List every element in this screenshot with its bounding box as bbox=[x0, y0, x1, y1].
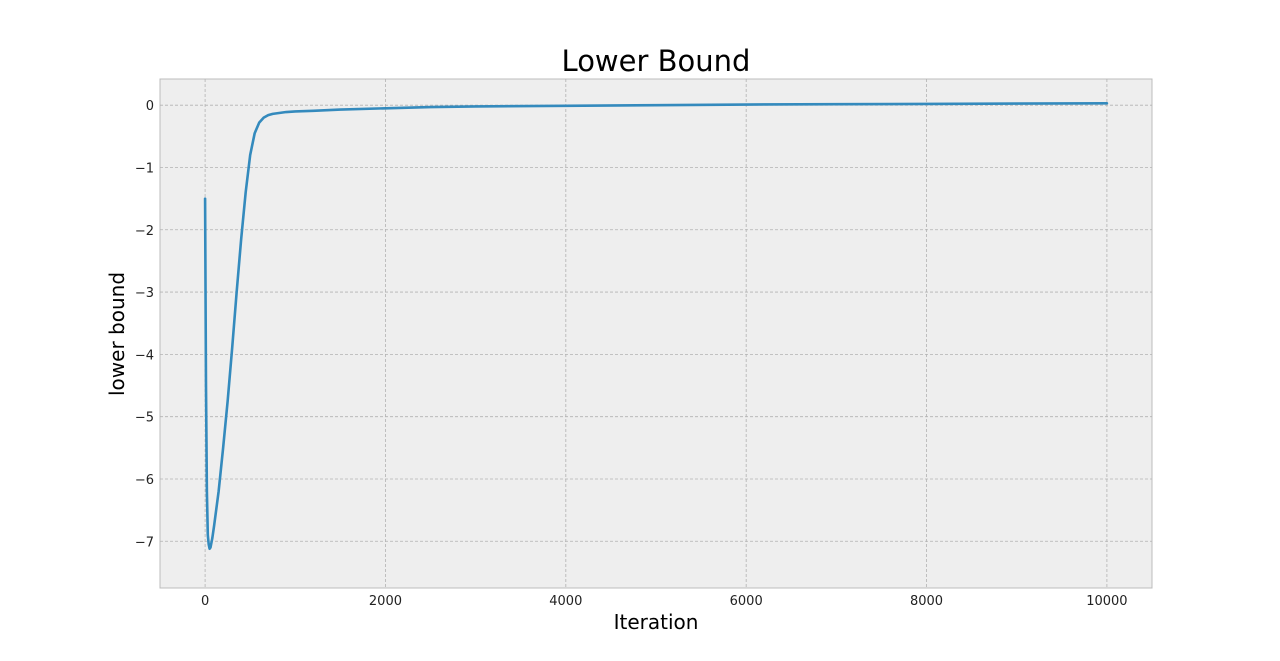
chart-title: Lower Bound bbox=[562, 44, 751, 78]
y-tick-label: 0 bbox=[146, 99, 154, 114]
y-tick-label: −6 bbox=[135, 473, 154, 488]
x-tick-label: 10000 bbox=[1086, 594, 1127, 609]
x-tick-labels: 0 2000 4000 6000 8000 10000 bbox=[201, 594, 1128, 609]
y-tick-label: −5 bbox=[135, 411, 154, 426]
x-tick-label: 0 bbox=[201, 594, 209, 609]
y-tick-label: −7 bbox=[135, 535, 154, 550]
grid-lines bbox=[160, 79, 1152, 588]
y-tick-label: −2 bbox=[135, 224, 154, 239]
x-tick-label: 6000 bbox=[730, 594, 763, 609]
y-tick-label: −1 bbox=[135, 161, 154, 176]
series-layer bbox=[203, 102, 1109, 551]
y-axis-label: lower bound bbox=[105, 272, 129, 396]
y-tick-labels: 0 −1 −2 −3 −4 −5 −6 −7 bbox=[135, 99, 154, 550]
series-line bbox=[203, 102, 1109, 551]
x-tick-label: 2000 bbox=[369, 594, 402, 609]
plot-area bbox=[159, 78, 1153, 589]
x-axis-label: Iteration bbox=[614, 610, 699, 634]
x-tick-label: 4000 bbox=[549, 594, 582, 609]
y-tick-label: −3 bbox=[135, 286, 154, 301]
y-tick-label: −4 bbox=[135, 348, 154, 363]
x-tick-label: 8000 bbox=[910, 594, 943, 609]
